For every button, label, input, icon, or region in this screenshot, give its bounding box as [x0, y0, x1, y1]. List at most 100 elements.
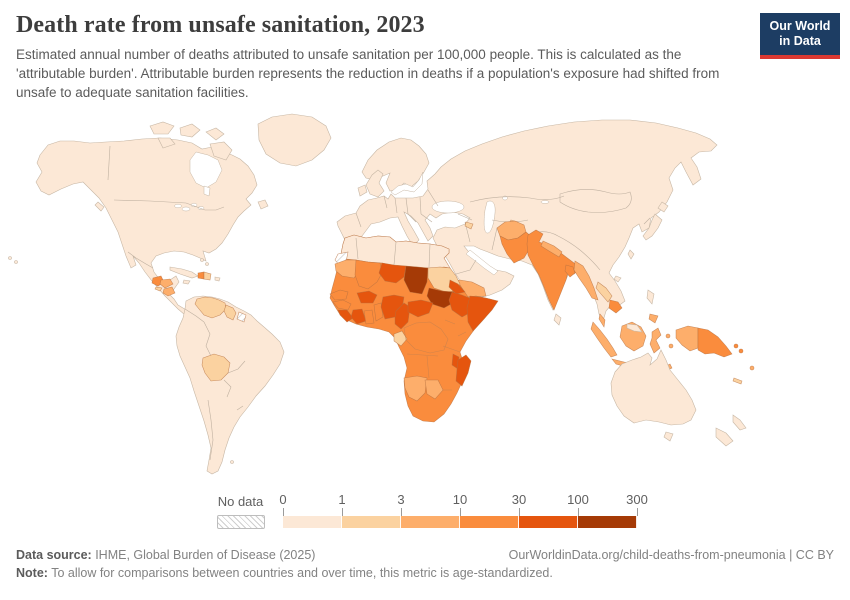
region-haiti[interactable] [197, 271, 205, 280]
arctic-island [157, 137, 176, 149]
legend-color-bar[interactable] [283, 516, 637, 528]
region-sulawesi[interactable] [649, 327, 662, 354]
border-us-mexico [127, 251, 154, 269]
data-source-line: Data source: IHME, Global Burden of Dise… [16, 546, 315, 564]
legend-bin[interactable] [460, 516, 519, 528]
region-fiji[interactable] [749, 365, 755, 371]
chart-header: Death rate from unsafe sanitation, 2023 … [16, 12, 751, 103]
region-maluku[interactable] [665, 333, 671, 339]
hawaii [14, 260, 18, 264]
region-nicaragua[interactable] [162, 286, 176, 297]
legend-tick-label: 100 [567, 492, 589, 507]
region-west-papua[interactable] [675, 325, 699, 352]
region-guinea[interactable] [332, 299, 352, 311]
region-new-caledonia[interactable] [732, 377, 743, 385]
region-solomon-islands[interactable] [738, 348, 744, 354]
attribution-link[interactable]: OurWorldinData.org/child-deaths-from-pne… [508, 548, 834, 562]
region-south-sudan[interactable] [426, 287, 455, 309]
region-malaysia-peninsula[interactable] [598, 313, 606, 328]
region-gabon-congo[interactable] [393, 330, 408, 347]
region-south-america[interactable] [175, 295, 285, 475]
region-bangladesh[interactable] [564, 264, 576, 278]
legend-bin[interactable] [401, 516, 460, 528]
region-el-salvador[interactable] [154, 286, 163, 292]
taiwan [627, 249, 635, 260]
region-sierra-leone-liberia[interactable] [337, 309, 354, 323]
region-maluku[interactable] [668, 343, 674, 349]
legend-bin[interactable] [283, 516, 342, 528]
region-cambodia[interactable] [608, 299, 623, 314]
region-niger[interactable] [378, 262, 407, 284]
region-eritrea[interactable] [448, 279, 466, 295]
region-french-guiana[interactable] [236, 311, 247, 323]
region-mali[interactable] [354, 259, 383, 290]
border-romania [420, 213, 433, 223]
region-cote-divoire[interactable] [350, 308, 367, 325]
legend-tick-mark [578, 508, 579, 516]
map-svg [8, 113, 755, 475]
region-senegal[interactable] [329, 289, 349, 301]
border-china-sea [579, 249, 601, 271]
no-data-swatch[interactable] [217, 515, 265, 529]
region-madagascar[interactable] [455, 354, 472, 387]
owid-logo[interactable]: Our World in Data [760, 13, 840, 59]
lake-balkhash [540, 200, 550, 204]
black-sea [431, 200, 465, 214]
region-guyana[interactable] [223, 304, 237, 321]
region-cameroon[interactable] [394, 302, 411, 330]
region-namibia[interactable] [403, 375, 428, 402]
united-kingdom[interactable] [365, 169, 385, 198]
jamaica [182, 279, 191, 285]
border-drc [403, 321, 449, 354]
region-botswana[interactable] [424, 379, 444, 400]
region-azerbaijan[interactable] [464, 221, 474, 230]
region-myanmar[interactable] [573, 260, 599, 301]
region-bolivia[interactable] [201, 353, 231, 382]
border-uganda-kenya [444, 319, 456, 325]
legend-ticks: 0 1 3 10 30 100 300 [279, 492, 648, 528]
region-somalia[interactable] [466, 295, 499, 332]
border-balkans [407, 213, 417, 223]
japan-honshu[interactable] [642, 213, 663, 241]
region-dominican-republic[interactable] [203, 271, 212, 281]
bahamas [200, 258, 204, 262]
baltic-sea [390, 171, 424, 196]
region-philippines-mindanao[interactable] [648, 313, 659, 324]
border-chile-argentina [207, 399, 214, 461]
legend-tick-label: 30 [511, 492, 527, 507]
caspian-sea [483, 200, 496, 234]
region-solomon-islands[interactable] [733, 343, 739, 349]
border-europe [427, 189, 439, 207]
region-togo-benin[interactable] [373, 302, 384, 322]
cuba[interactable] [169, 266, 199, 279]
region-chad[interactable] [403, 265, 429, 295]
new-zealand-south[interactable] [715, 427, 734, 447]
page-title: Death rate from unsafe sanitation, 2023 [16, 12, 425, 38]
legend-bin[interactable] [519, 516, 578, 528]
border-saudi-yemen [448, 259, 477, 277]
region-north-america[interactable] [35, 137, 258, 316]
region-central-african-republic[interactable] [407, 299, 434, 318]
baffin-island [209, 141, 233, 161]
border-europe [394, 197, 398, 214]
region-burkina-faso[interactable] [356, 290, 378, 304]
region-laos[interactable] [595, 281, 613, 303]
border-europe [419, 196, 422, 215]
legend-bin[interactable] [578, 516, 637, 528]
map-legend: No data 0 1 3 10 30 100 300 [0, 492, 850, 538]
region-honduras[interactable] [159, 278, 174, 289]
region-ghana[interactable] [363, 309, 375, 325]
region-sumatra[interactable] [590, 321, 618, 358]
arctic-island [179, 123, 201, 138]
ireland[interactable] [357, 184, 368, 197]
newfoundland [257, 199, 269, 210]
legend-tick-mark [342, 508, 343, 516]
region-venezuela[interactable] [194, 296, 227, 319]
region-australia[interactable] [610, 349, 697, 426]
world-choropleth-map[interactable] [0, 110, 850, 484]
region-papua-new-guinea[interactable] [697, 327, 733, 358]
legend-bin[interactable] [342, 516, 401, 528]
greenland[interactable] [257, 113, 332, 167]
new-zealand-north[interactable] [732, 414, 747, 431]
region-nepal[interactable] [540, 240, 563, 258]
